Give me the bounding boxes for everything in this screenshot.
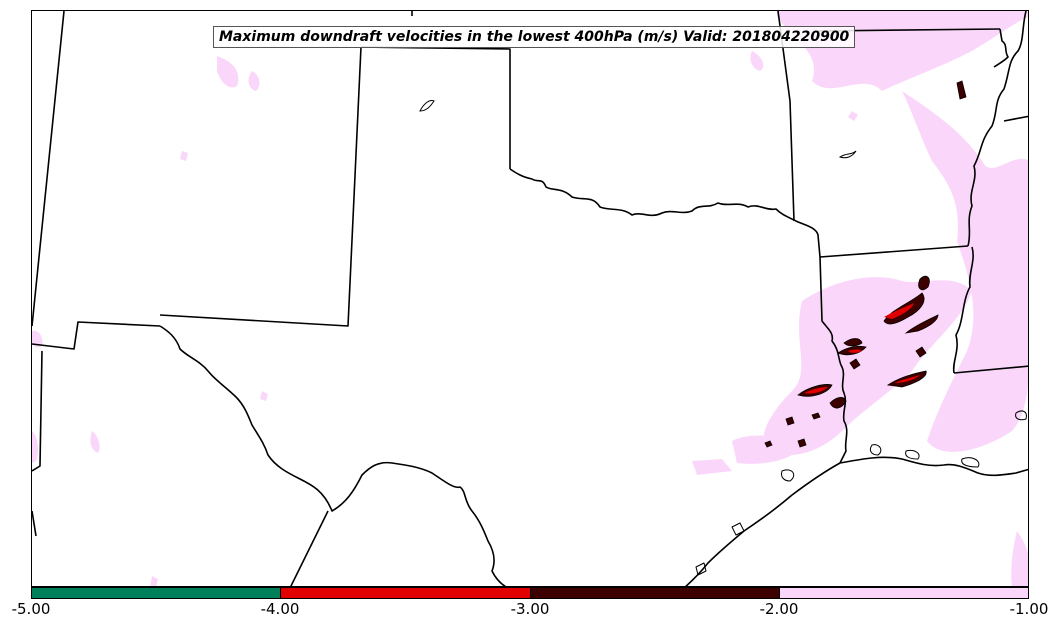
texas-panhandle-west bbox=[159, 46, 362, 327]
mississippi-river bbox=[967, 11, 1027, 247]
colorbar-segment-4 bbox=[778, 588, 1028, 598]
lake bbox=[419, 100, 435, 112]
colorbar-tick-1: -5.00 bbox=[11, 600, 51, 618]
rio-grande bbox=[159, 325, 507, 586]
map-frame: Maximum downdraft velocities in the lowe… bbox=[31, 10, 1029, 587]
red-river bbox=[509, 168, 797, 222]
mexico-state-line bbox=[290, 510, 329, 586]
colorbar-tick-3: -3.00 bbox=[510, 600, 550, 618]
arkansas-louisiana-border bbox=[795, 220, 969, 258]
colorbar-tick-5: -1.00 bbox=[1009, 600, 1049, 618]
sabine-river bbox=[819, 256, 848, 464]
texas-panhandle-north bbox=[360, 46, 511, 169]
colorbar-tick-2: -4.00 bbox=[260, 600, 300, 618]
colorbar-segment-3 bbox=[529, 588, 779, 598]
louisiana-coast bbox=[839, 456, 1028, 477]
colorbar-segment-1 bbox=[32, 588, 281, 598]
colorbar-segment-2 bbox=[280, 588, 530, 598]
colorbar bbox=[31, 587, 1029, 599]
downdraft-light-areas bbox=[32, 11, 1028, 586]
colorado-newmexico-border bbox=[32, 11, 65, 327]
map-canvas bbox=[32, 11, 1028, 586]
lake-sabine bbox=[838, 150, 857, 159]
downdraft-red-areas bbox=[804, 303, 920, 394]
mexico-border-west bbox=[32, 350, 43, 472]
boundaries bbox=[32, 11, 1028, 586]
map-title: Maximum downdraft velocities in the lowe… bbox=[213, 26, 856, 48]
colorbar-tick-4: -2.00 bbox=[759, 600, 799, 618]
texas-coast bbox=[685, 462, 841, 586]
newmexico-south-border bbox=[32, 321, 161, 350]
